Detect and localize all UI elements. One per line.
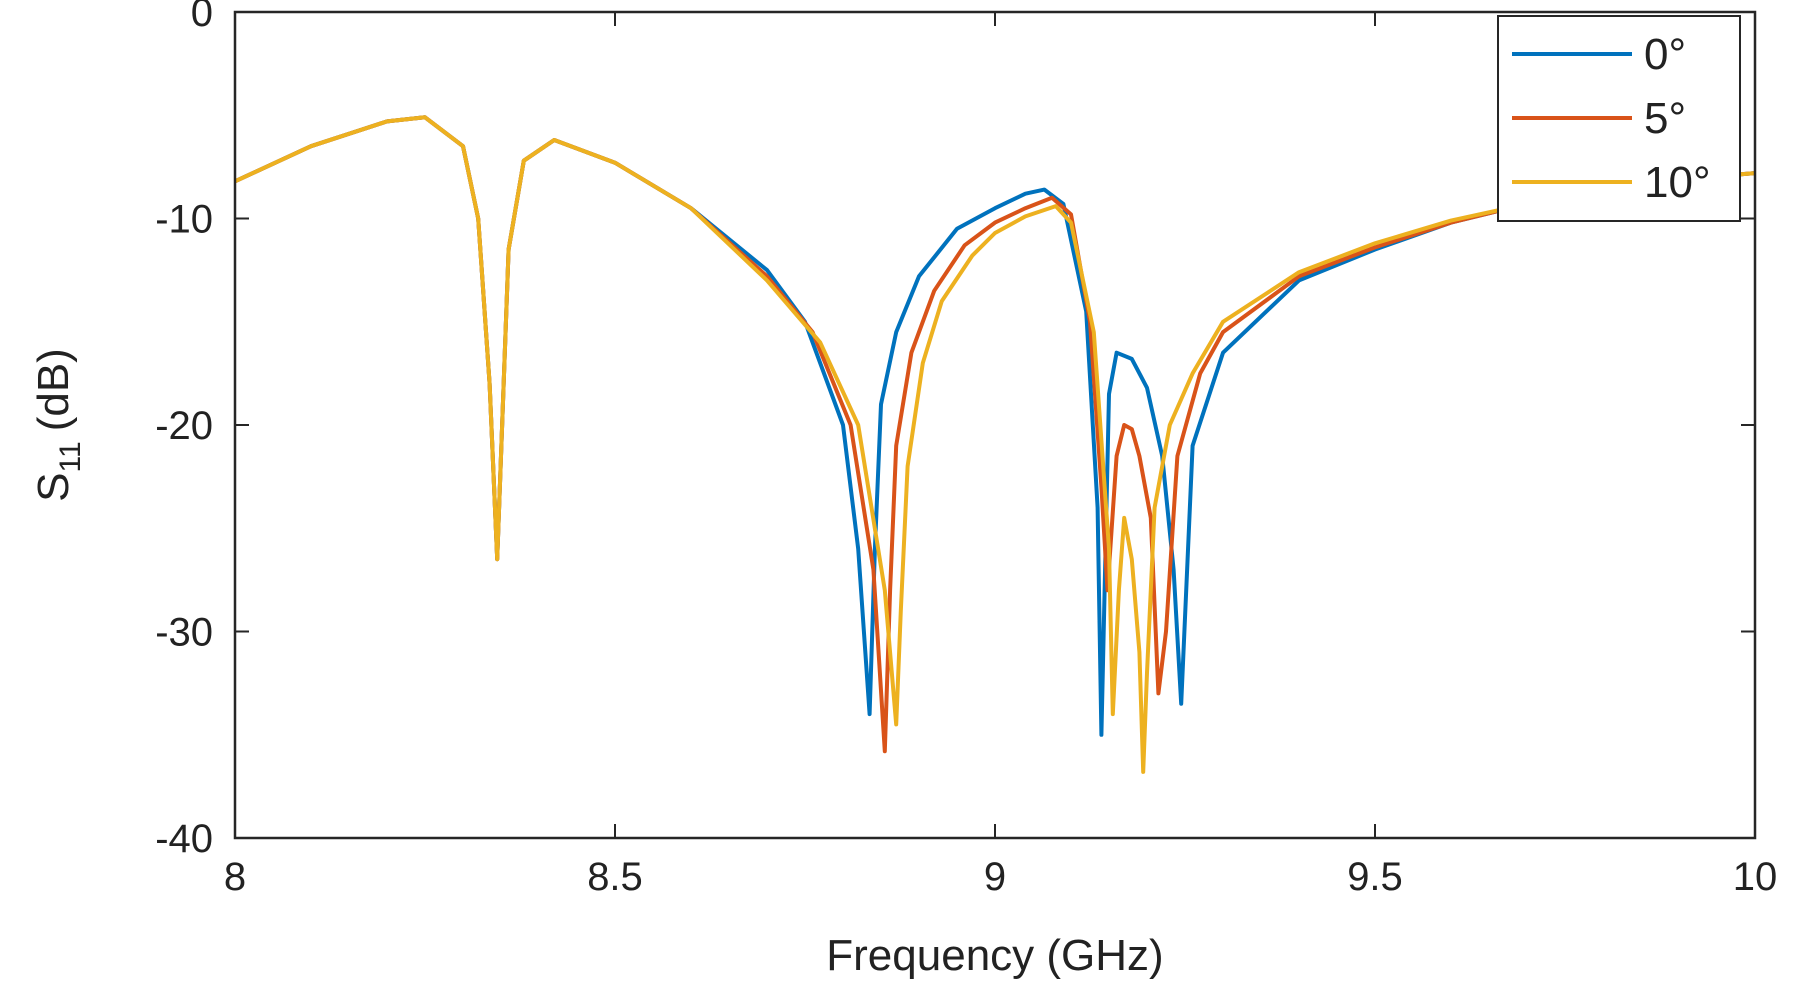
y-tick-label: -30 [155,611,213,655]
legend: 0° 5° 10° [1497,15,1741,222]
y-tick-label: 0 [191,0,213,35]
y-tick-label: -20 [155,404,213,448]
y-axis-title-subscript: 11 [54,441,87,472]
series-layer [234,115,1756,774]
x-axis-title: Frequency (GHz) [826,931,1163,980]
x-tick-label: 8.5 [587,855,643,899]
y-tick-label: -10 [155,198,213,242]
legend-label: 5° [1644,94,1686,143]
series-line-2 [234,115,1756,774]
y-axis-title-unit: (dB) [29,348,78,431]
legend-label: 10° [1644,158,1711,207]
x-tick-label: 9 [984,855,1006,899]
y-axis-title-main: S [29,472,78,501]
y-tick-label: -40 [155,817,213,861]
ticks-layer: 8 8.5 9 9.5 10 0 -10 -20 -30 -40 [155,0,1777,899]
legend-label: 0° [1644,30,1686,79]
y-axis-title: S11 (dB) [29,348,87,502]
x-tick-label: 8 [224,855,246,899]
x-tick-label: 10 [1733,855,1778,899]
x-tick-label: 9.5 [1347,855,1403,899]
